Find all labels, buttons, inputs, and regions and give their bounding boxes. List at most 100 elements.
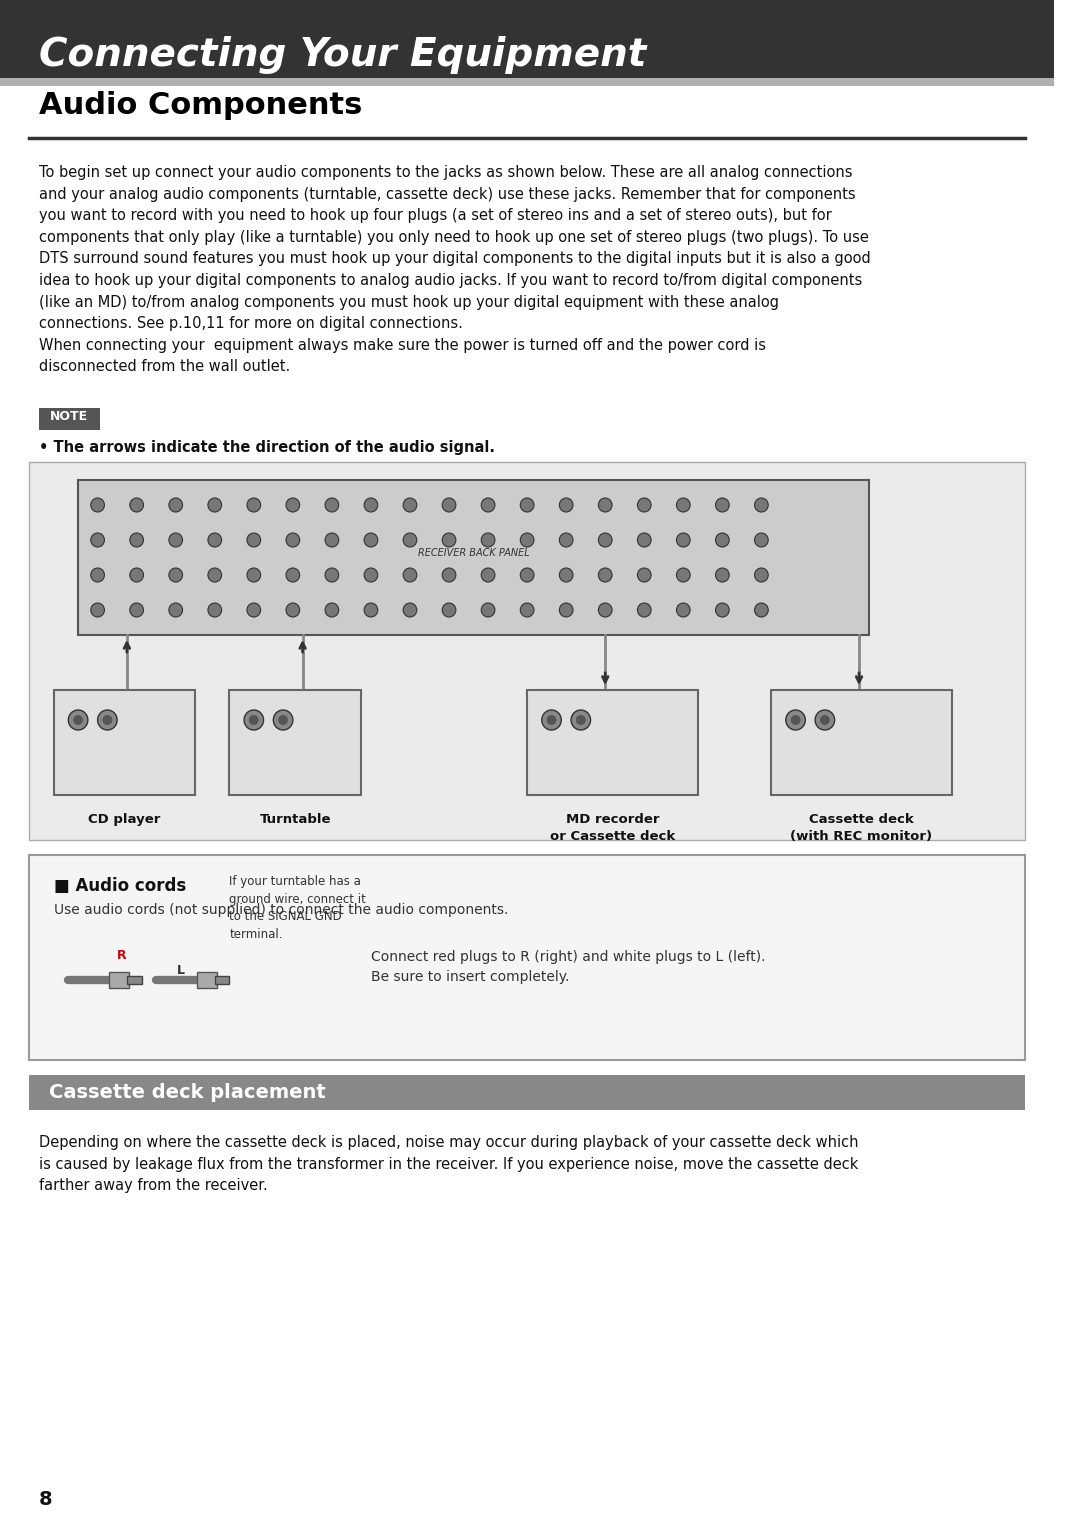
Bar	[771, 690, 951, 795]
Circle shape	[364, 603, 378, 617]
Circle shape	[716, 568, 729, 581]
Circle shape	[559, 497, 573, 513]
Circle shape	[325, 568, 339, 581]
Circle shape	[286, 603, 299, 617]
Circle shape	[168, 603, 183, 617]
Bar	[54, 690, 195, 795]
Circle shape	[279, 716, 288, 725]
Circle shape	[364, 497, 378, 513]
Circle shape	[103, 716, 112, 725]
Circle shape	[791, 716, 800, 725]
Circle shape	[168, 568, 183, 581]
Text: ■ Audio cords: ■ Audio cords	[54, 877, 186, 896]
Bar	[229, 690, 361, 795]
Circle shape	[637, 497, 651, 513]
Circle shape	[482, 497, 495, 513]
Circle shape	[168, 497, 183, 513]
Text: Cassette deck placement: Cassette deck placement	[49, 1083, 325, 1102]
Text: Use audio cords (not supplied) to connect the audio components.: Use audio cords (not supplied) to connec…	[54, 903, 508, 917]
Circle shape	[482, 568, 495, 581]
Text: To begin set up connect your audio components to the jacks as shown below. These: To begin set up connect your audio compo…	[39, 165, 870, 374]
Circle shape	[637, 568, 651, 581]
Circle shape	[97, 710, 117, 729]
Circle shape	[482, 533, 495, 546]
Circle shape	[91, 497, 105, 513]
Circle shape	[521, 497, 534, 513]
Circle shape	[598, 603, 612, 617]
Circle shape	[130, 533, 144, 546]
Circle shape	[68, 710, 87, 729]
Circle shape	[755, 533, 768, 546]
Circle shape	[546, 716, 556, 725]
Circle shape	[208, 497, 221, 513]
Circle shape	[820, 716, 829, 725]
Circle shape	[786, 710, 806, 729]
Circle shape	[676, 533, 690, 546]
Circle shape	[248, 716, 259, 725]
Circle shape	[442, 533, 456, 546]
Bar	[127, 977, 141, 984]
Circle shape	[716, 603, 729, 617]
Circle shape	[91, 568, 105, 581]
Text: Depending on where the cassette deck is placed, noise may occur during playback : Depending on where the cassette deck is …	[39, 1135, 859, 1193]
Circle shape	[521, 568, 534, 581]
Circle shape	[637, 603, 651, 617]
Circle shape	[247, 603, 260, 617]
Text: R: R	[118, 949, 126, 961]
Circle shape	[598, 568, 612, 581]
Circle shape	[273, 710, 293, 729]
Circle shape	[559, 603, 573, 617]
Bar	[215, 977, 229, 984]
Text: Cassette deck
(with REC monitor): Cassette deck (with REC monitor)	[791, 813, 932, 842]
Circle shape	[286, 533, 299, 546]
Bar	[198, 972, 217, 987]
Bar	[29, 1074, 1025, 1109]
Bar	[109, 972, 129, 987]
Circle shape	[168, 533, 183, 546]
Text: L: L	[177, 963, 185, 977]
Circle shape	[442, 568, 456, 581]
Circle shape	[571, 710, 591, 729]
Circle shape	[676, 497, 690, 513]
Circle shape	[521, 603, 534, 617]
Text: • The arrows indicate the direction of the audio signal.: • The arrows indicate the direction of t…	[39, 439, 495, 455]
Text: Audio Components: Audio Components	[39, 92, 363, 121]
Circle shape	[208, 603, 221, 617]
Circle shape	[559, 533, 573, 546]
Circle shape	[91, 533, 105, 546]
Bar	[39, 407, 99, 430]
Bar	[527, 690, 698, 795]
Circle shape	[130, 568, 144, 581]
Circle shape	[403, 533, 417, 546]
Circle shape	[598, 533, 612, 546]
Circle shape	[364, 533, 378, 546]
Text: Connect red plugs to R (right) and white plugs to L (left).
Be sure to insert co: Connect red plugs to R (right) and white…	[370, 951, 766, 983]
Circle shape	[325, 603, 339, 617]
Text: Connecting Your Equipment: Connecting Your Equipment	[39, 37, 647, 73]
Circle shape	[403, 568, 417, 581]
Circle shape	[244, 710, 264, 729]
Circle shape	[91, 603, 105, 617]
Circle shape	[130, 497, 144, 513]
Circle shape	[325, 533, 339, 546]
Circle shape	[208, 568, 221, 581]
Circle shape	[755, 568, 768, 581]
Text: MD recorder
or Cassette deck: MD recorder or Cassette deck	[550, 813, 675, 842]
Circle shape	[247, 533, 260, 546]
Text: NOTE: NOTE	[51, 409, 89, 423]
Text: Turntable: Turntable	[259, 813, 332, 826]
Circle shape	[637, 533, 651, 546]
Circle shape	[815, 710, 835, 729]
Circle shape	[442, 603, 456, 617]
Text: CD player: CD player	[89, 813, 161, 826]
Circle shape	[130, 603, 144, 617]
Text: RECEIVER BACK PANEL: RECEIVER BACK PANEL	[418, 548, 529, 557]
Bar	[0, 78, 1054, 85]
Circle shape	[676, 603, 690, 617]
Bar	[29, 462, 1025, 839]
Circle shape	[559, 568, 573, 581]
Circle shape	[73, 716, 83, 725]
Circle shape	[286, 568, 299, 581]
Circle shape	[521, 533, 534, 546]
Circle shape	[598, 497, 612, 513]
